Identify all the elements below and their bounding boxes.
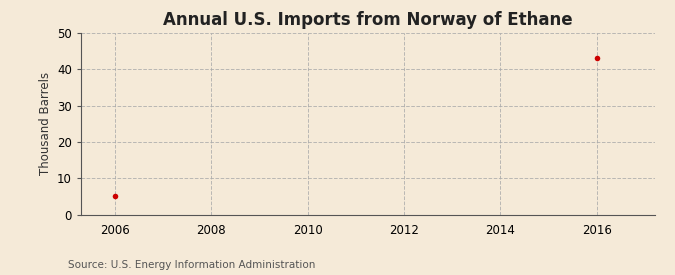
Text: Source: U.S. Energy Information Administration: Source: U.S. Energy Information Administ… — [68, 260, 315, 270]
Point — [109, 194, 120, 199]
Point — [591, 56, 602, 60]
Title: Annual U.S. Imports from Norway of Ethane: Annual U.S. Imports from Norway of Ethan… — [163, 11, 572, 29]
Y-axis label: Thousand Barrels: Thousand Barrels — [38, 72, 51, 175]
